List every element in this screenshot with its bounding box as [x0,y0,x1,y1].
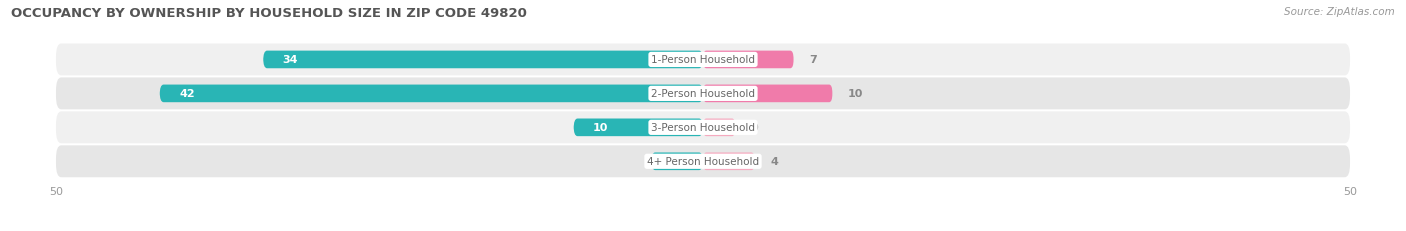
FancyBboxPatch shape [703,119,735,137]
Text: 34: 34 [283,55,298,65]
FancyBboxPatch shape [56,44,1350,76]
Text: 10: 10 [848,89,863,99]
Text: 42: 42 [179,89,195,99]
Text: 4+ Person Household: 4+ Person Household [647,157,759,167]
FancyBboxPatch shape [703,51,793,69]
FancyBboxPatch shape [651,153,703,170]
Text: 10: 10 [593,123,609,133]
Text: 1-Person Household: 1-Person Household [651,55,755,65]
FancyBboxPatch shape [703,153,755,170]
Text: 3-Person Household: 3-Person Household [651,123,755,133]
FancyBboxPatch shape [703,85,832,103]
FancyBboxPatch shape [574,119,703,137]
FancyBboxPatch shape [160,85,703,103]
Text: 4: 4 [671,157,679,167]
Text: Source: ZipAtlas.com: Source: ZipAtlas.com [1284,7,1395,17]
Text: 0: 0 [751,123,758,133]
FancyBboxPatch shape [56,112,1350,144]
FancyBboxPatch shape [56,146,1350,177]
Text: 7: 7 [808,55,817,65]
FancyBboxPatch shape [56,78,1350,110]
Text: 2-Person Household: 2-Person Household [651,89,755,99]
Text: OCCUPANCY BY OWNERSHIP BY HOUSEHOLD SIZE IN ZIP CODE 49820: OCCUPANCY BY OWNERSHIP BY HOUSEHOLD SIZE… [11,7,527,20]
FancyBboxPatch shape [263,51,703,69]
Text: 4: 4 [770,157,778,167]
